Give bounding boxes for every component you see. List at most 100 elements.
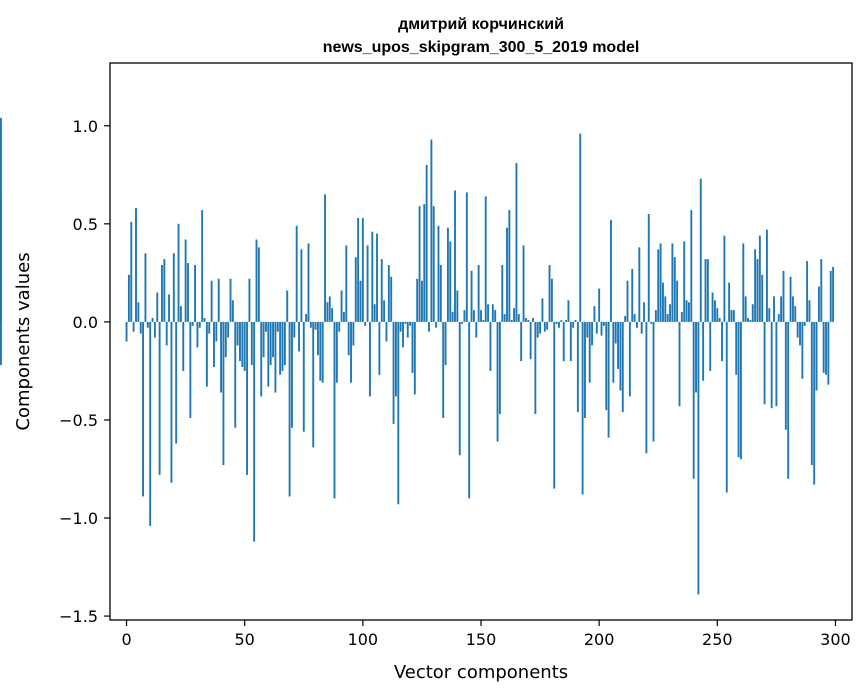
- y-tick-label: 1.0: [73, 117, 98, 136]
- bar-104: [371, 231, 374, 322]
- bar-295: [822, 321, 825, 373]
- y-axis-label: Components values: [13, 252, 34, 430]
- bar-114: [394, 321, 397, 397]
- bar-240: [692, 321, 695, 479]
- bar-226: [659, 243, 662, 322]
- bar-283: [794, 306, 797, 322]
- bar-27: [189, 321, 192, 418]
- bar-125: [420, 280, 423, 322]
- bar-34: [205, 321, 208, 387]
- bar-77: [307, 243, 310, 322]
- bar-9: [146, 321, 149, 328]
- bar-82: [319, 321, 322, 381]
- bar-42: [224, 321, 227, 358]
- bar-243: [699, 178, 702, 322]
- bar-105: [373, 304, 376, 322]
- bar-290: [810, 321, 813, 466]
- bar-235: [680, 312, 683, 322]
- bar-141: [458, 321, 461, 456]
- bar-7: [142, 321, 145, 497]
- x-tick-label: 0: [121, 630, 131, 649]
- bar-111: [387, 265, 390, 322]
- bar-45: [231, 300, 234, 322]
- bar-6: [139, 321, 142, 334]
- bar-60: [267, 321, 270, 387]
- bar-36: [210, 280, 213, 322]
- bar-210: [621, 321, 624, 413]
- bar-221: [647, 214, 650, 322]
- bar-204: [607, 321, 610, 438]
- bar-155: [491, 304, 494, 322]
- bar-99: [359, 280, 362, 322]
- bar-275: [775, 321, 778, 407]
- bar-215: [633, 314, 636, 322]
- bar-62: [272, 321, 274, 358]
- bar-172: [532, 317, 534, 322]
- y-tick-label: −0.5: [59, 411, 98, 430]
- bar-119: [406, 321, 409, 338]
- bar-143: [463, 310, 466, 322]
- bar-245: [704, 259, 707, 322]
- x-axis-ticks: 0 50 100 150 200 250 300: [121, 620, 851, 649]
- y-tick-label: −1.0: [59, 509, 98, 528]
- bar-95: [350, 321, 352, 383]
- bar-222: [650, 321, 653, 324]
- bar-260: [739, 321, 742, 460]
- bar-128: [428, 321, 430, 332]
- bar-253: [723, 235, 726, 322]
- bar-258: [735, 321, 738, 375]
- bar-18: [168, 294, 171, 322]
- bar-278: [782, 270, 785, 322]
- bar-266: [754, 249, 757, 322]
- bar-22: [177, 223, 180, 322]
- bar-138: [451, 312, 454, 322]
- bar-205: [610, 219, 612, 322]
- bar-59: [265, 321, 267, 332]
- bar-40: [220, 321, 223, 393]
- bar-176: [541, 298, 544, 322]
- bar-24: [182, 321, 185, 371]
- bar-67: [283, 321, 286, 366]
- bar-87: [331, 308, 334, 322]
- bar-200: [598, 288, 601, 322]
- chart-subtitle: news_upos_skipgram_300_5_2019 model: [323, 39, 640, 56]
- bar-299: [832, 266, 835, 322]
- bar-185: [562, 321, 565, 362]
- bar-71: [293, 321, 296, 338]
- bar-32: [201, 210, 204, 322]
- bar-122: [413, 321, 416, 395]
- bar-69: [288, 321, 291, 497]
- bar-198: [593, 306, 596, 322]
- bar-19: [170, 321, 173, 483]
- bar-178: [546, 321, 549, 330]
- bar-91: [340, 290, 343, 322]
- bar-21: [175, 321, 178, 444]
- bar-294: [820, 259, 823, 322]
- bar-292: [815, 321, 818, 391]
- bar-165: [515, 163, 518, 322]
- bar-154: [489, 321, 492, 371]
- bar-286: [801, 321, 804, 379]
- bar-271: [765, 229, 768, 322]
- bar-92: [343, 312, 345, 322]
- bar-17: [165, 321, 168, 346]
- bar-131: [435, 321, 438, 328]
- bar-167: [520, 321, 523, 362]
- bar-264: [749, 319, 752, 322]
- bar-180: [550, 278, 553, 322]
- bar-97: [354, 257, 357, 322]
- bar-181: [553, 321, 556, 489]
- bar-255: [728, 282, 731, 322]
- bar-61: [269, 321, 272, 366]
- bar-237: [685, 300, 688, 322]
- bar-133: [439, 265, 442, 322]
- bar-285: [799, 321, 801, 346]
- bar-23: [179, 306, 182, 322]
- bar-229: [666, 314, 669, 322]
- bar-88: [333, 321, 336, 499]
- bar-267: [756, 259, 759, 322]
- bar-100: [361, 217, 364, 322]
- bar-43: [227, 321, 230, 338]
- bar-151: [482, 319, 485, 322]
- bar-5: [137, 302, 140, 322]
